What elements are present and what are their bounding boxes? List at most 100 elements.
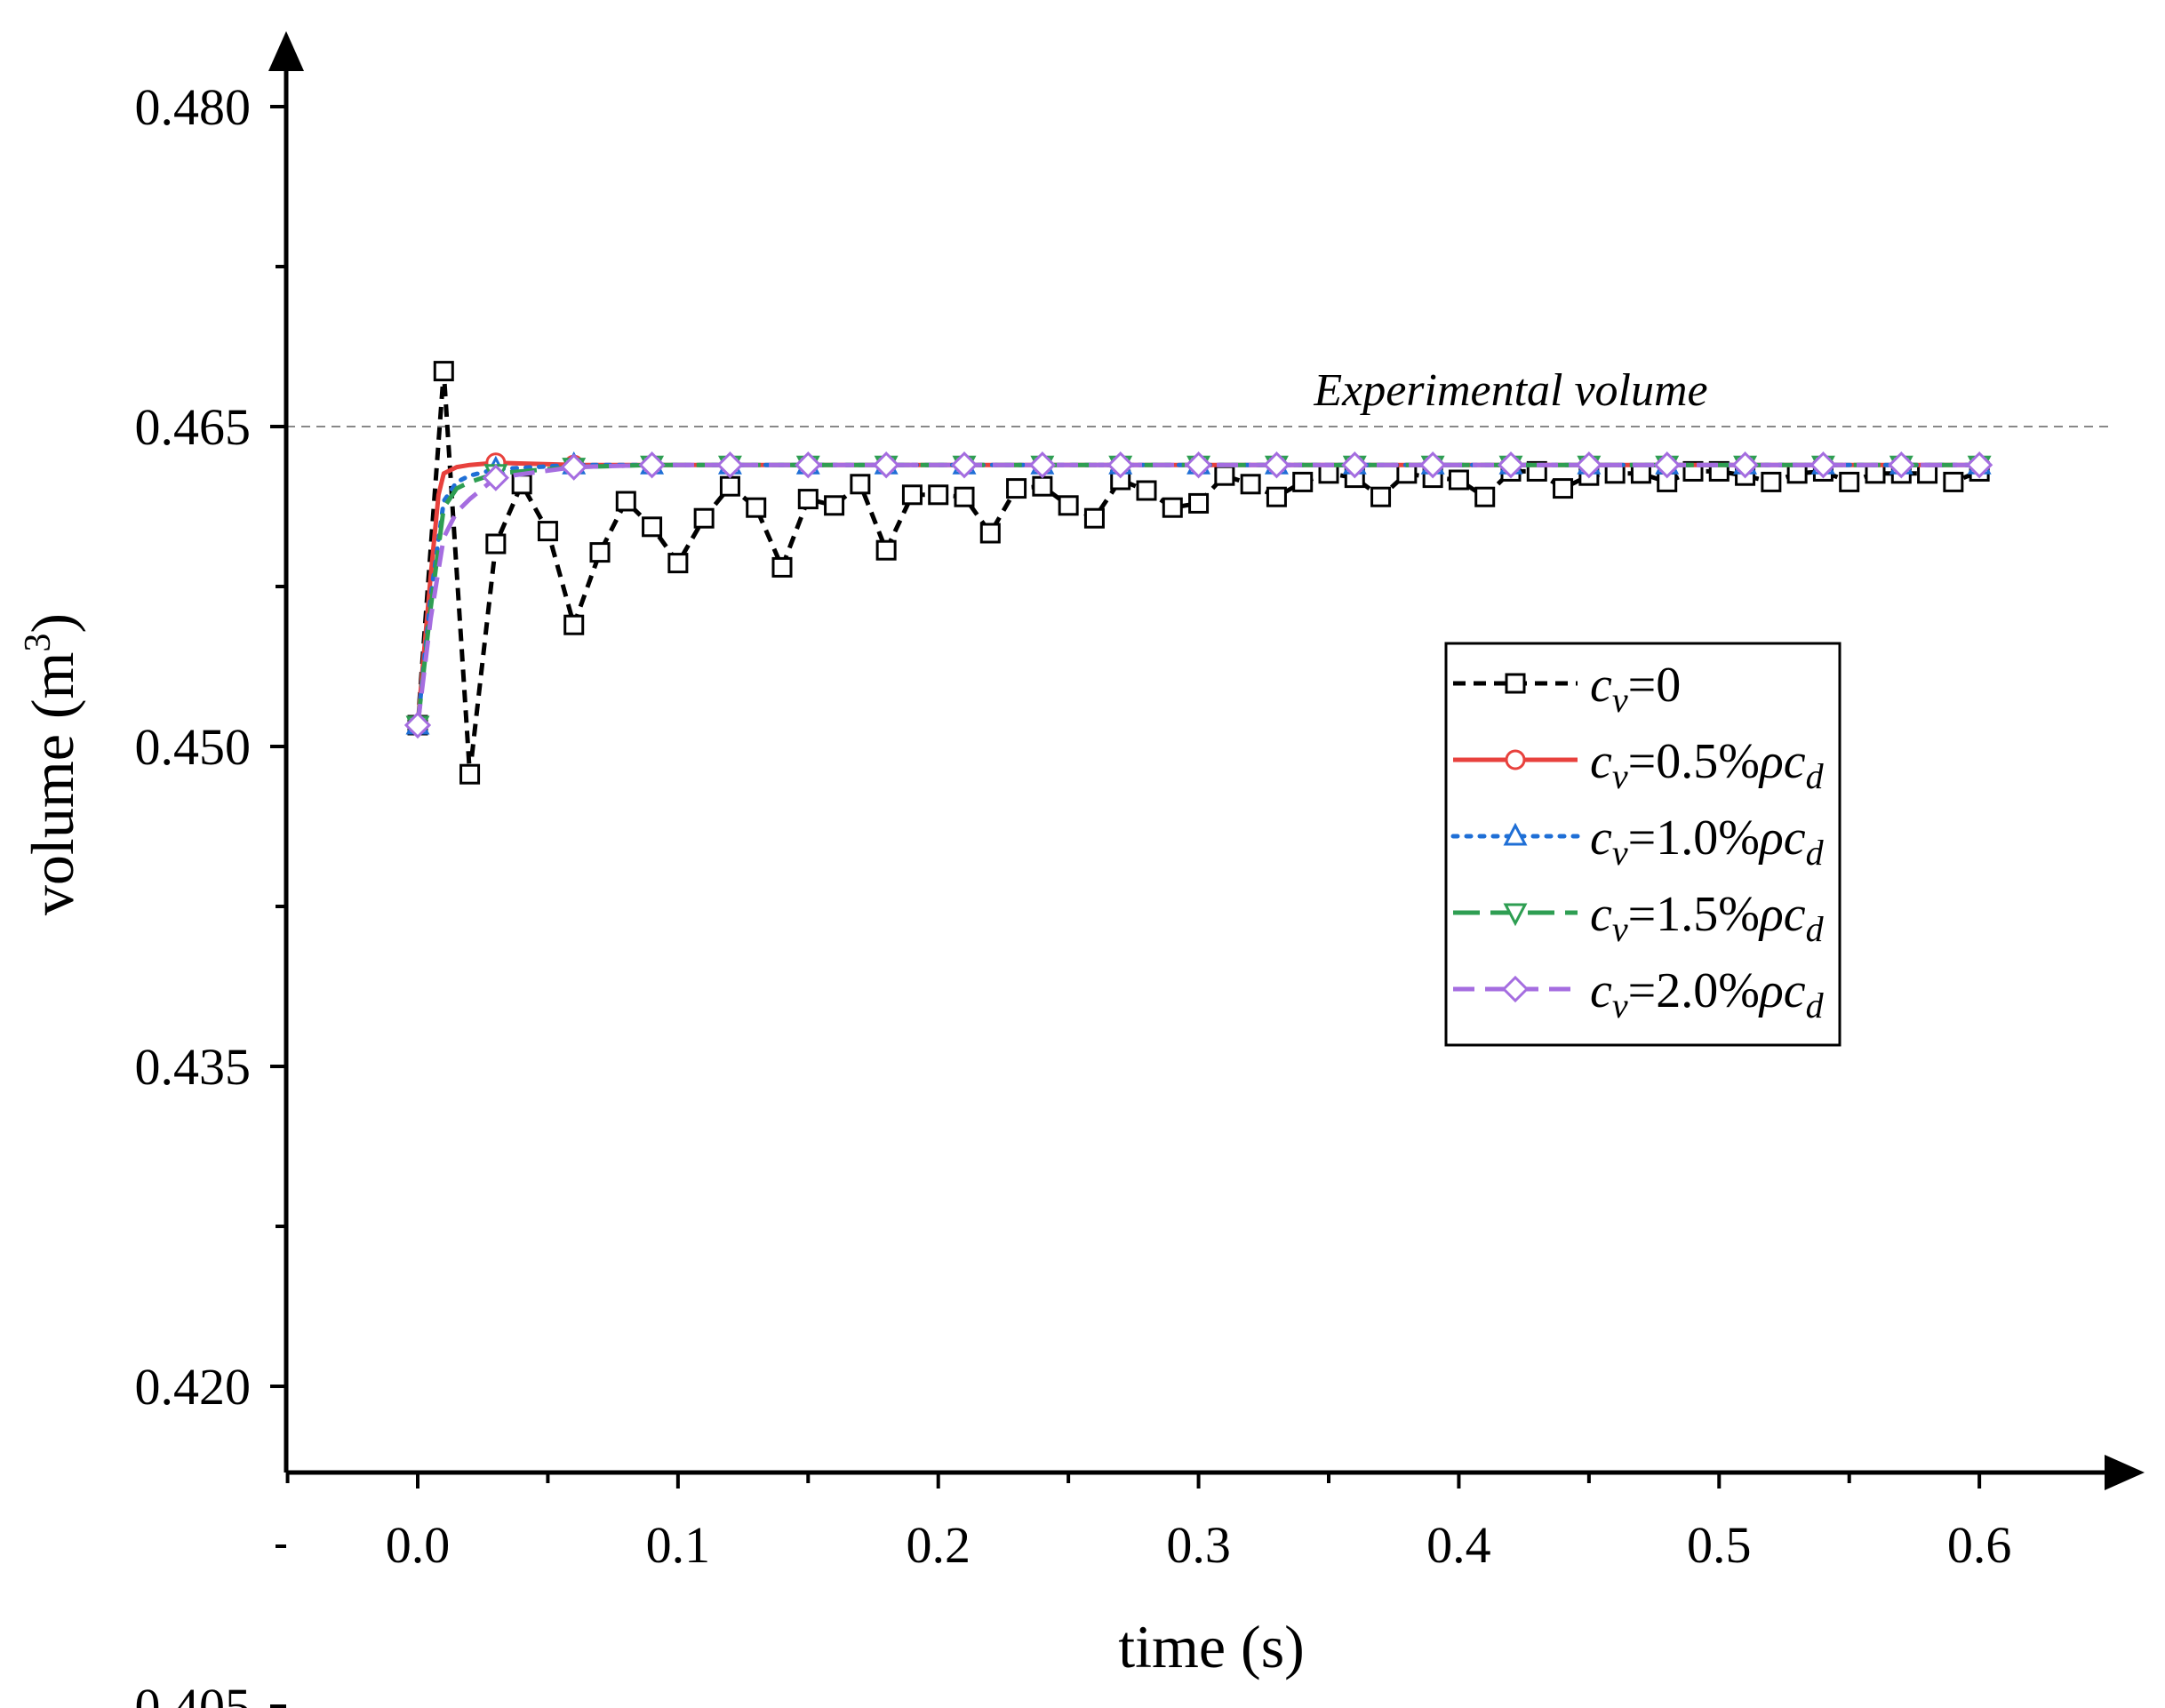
legend-label-subscript-d: d xyxy=(1806,756,1825,796)
series-marker-4 xyxy=(1888,451,1915,479)
legend-label-rho: ρc xyxy=(1758,810,1806,866)
series-marker-0 xyxy=(1604,463,1626,484)
legend-label-symbol: c xyxy=(1590,810,1612,866)
series-0 xyxy=(407,361,1990,785)
legend-marker-1 xyxy=(1505,749,1526,770)
series-marker-0 xyxy=(1474,486,1496,507)
series-marker-4 xyxy=(1028,451,1056,479)
series-marker-4 xyxy=(1731,451,1759,479)
series-marker-0 xyxy=(875,539,897,561)
series-marker-0 xyxy=(563,614,585,635)
series-marker-0 xyxy=(537,521,558,542)
series-marker-0 xyxy=(1032,475,1053,497)
series-marker-0 xyxy=(1240,474,1261,495)
series-marker-4 xyxy=(1341,451,1369,479)
legend-label-symbol: c xyxy=(1590,658,1612,713)
y-axis-title: volume (m3) xyxy=(18,613,86,915)
experimental-volume-label: Experimental volume xyxy=(1313,365,1707,416)
y-tick-label: 0.450 xyxy=(135,718,252,776)
series-marker-4 xyxy=(795,451,822,479)
series-marker-0 xyxy=(1188,492,1210,514)
x-tick-label: 0.6 xyxy=(1947,1516,2012,1574)
series-marker-4 xyxy=(403,711,432,739)
series-marker-4 xyxy=(1809,451,1837,479)
series-marker-0 xyxy=(1292,471,1314,492)
x-axis-title: time (s) xyxy=(1118,1613,1305,1680)
legend-label-subscript-d: d xyxy=(1806,986,1825,1026)
series-4 xyxy=(403,451,1993,739)
legend-marker-3 xyxy=(1503,903,1528,927)
legend-label-subscript: v xyxy=(1612,833,1628,873)
legend-label-subscript: v xyxy=(1612,756,1628,796)
legend-label-value: =2.0% xyxy=(1628,963,1760,1018)
series-marker-4 xyxy=(950,451,979,479)
series-marker-0 xyxy=(928,484,949,506)
series-marker-4 xyxy=(1419,451,1447,479)
legend-label-value: =0.5% xyxy=(1628,734,1760,789)
series-marker-0 xyxy=(667,553,689,574)
series-marker-0 xyxy=(1162,497,1183,518)
x-tick-label: 0.3 xyxy=(1166,1516,1231,1574)
legend-label-1: cv=0.5%ρcd xyxy=(1590,734,1825,796)
legend-label-rho: ρc xyxy=(1758,963,1806,1018)
legend-marker-0 xyxy=(1505,673,1526,694)
legend-label-subscript: v xyxy=(1612,680,1628,720)
legend-label-subscript: v xyxy=(1612,986,1628,1026)
series-marker-0 xyxy=(1943,471,1964,492)
y-axis-title-text: volume (m xyxy=(19,652,86,916)
series-marker-4 xyxy=(873,451,900,479)
x-tick-label: 0.5 xyxy=(1687,1516,1752,1574)
legend: cv=0cv=0.5%ρcdcv=1.0%ρcdcv=1.5%ρcdcv=2.0… xyxy=(1444,642,1841,1047)
series-marker-0 xyxy=(824,495,845,516)
series-marker-0 xyxy=(433,361,454,382)
series-marker-4 xyxy=(1263,451,1290,479)
series-marker-0 xyxy=(1214,465,1235,486)
legend-label-value: =1.5% xyxy=(1628,887,1760,942)
x-axis-arrow xyxy=(2105,1455,2145,1490)
y-tick-label: 0.405 xyxy=(135,1678,252,1708)
legend-label-symbol: c xyxy=(1590,887,1612,942)
series-marker-0 xyxy=(693,507,715,529)
legend-label-rho: ρc xyxy=(1758,734,1806,789)
series-marker-0 xyxy=(1865,463,1886,484)
y-tick-label: 0.465 xyxy=(135,398,252,456)
y-tick-label: 0.480 xyxy=(135,78,252,136)
series-marker-0 xyxy=(1318,463,1339,484)
legend-label-subscript-d: d xyxy=(1806,909,1825,949)
legend-label-symbol: c xyxy=(1590,963,1612,1018)
series-marker-4 xyxy=(482,464,509,491)
series-marker-0 xyxy=(1266,486,1287,507)
legend-label-2: cv=1.0%ρcd xyxy=(1590,810,1825,873)
series-marker-0 xyxy=(901,484,923,506)
y-tick-label: 0.420 xyxy=(135,1358,252,1416)
y-axis-title-superscript: 3 xyxy=(18,634,59,652)
y-tick-label: 0.435 xyxy=(135,1038,252,1096)
series-marker-0 xyxy=(459,763,481,785)
legend-label-subscript: v xyxy=(1612,909,1628,949)
series-marker-0 xyxy=(589,542,611,563)
series-marker-4 xyxy=(1653,451,1681,479)
series-marker-0 xyxy=(719,475,740,497)
y-axis-title-close: ) xyxy=(19,613,86,634)
x-tick-label: 0.0 xyxy=(386,1516,451,1574)
legend-label-0: cv=0 xyxy=(1590,658,1681,720)
series-marker-0 xyxy=(642,516,663,538)
series-marker-0 xyxy=(850,474,871,495)
x-tick-label: 0.4 xyxy=(1426,1516,1491,1574)
legend-label-subscript-d: d xyxy=(1806,833,1825,873)
series-marker-0 xyxy=(771,556,793,578)
legend-label-rho: ρc xyxy=(1758,887,1806,942)
legend-label-value: =0 xyxy=(1628,658,1682,713)
series-marker-0 xyxy=(1006,478,1027,499)
series-marker-4 xyxy=(1575,451,1602,479)
legend-label-3: cv=1.5%ρcd xyxy=(1590,887,1825,949)
series-marker-0 xyxy=(797,489,819,510)
legend-marker-4 xyxy=(1501,975,1530,1003)
legend-marker-2 xyxy=(1503,822,1528,846)
y-axis-arrow xyxy=(268,31,304,71)
series-marker-0 xyxy=(1370,486,1392,507)
series-marker-0 xyxy=(1083,507,1105,529)
series-marker-0 xyxy=(746,497,767,518)
series-marker-0 xyxy=(485,533,507,555)
series-marker-0 xyxy=(1058,495,1079,516)
